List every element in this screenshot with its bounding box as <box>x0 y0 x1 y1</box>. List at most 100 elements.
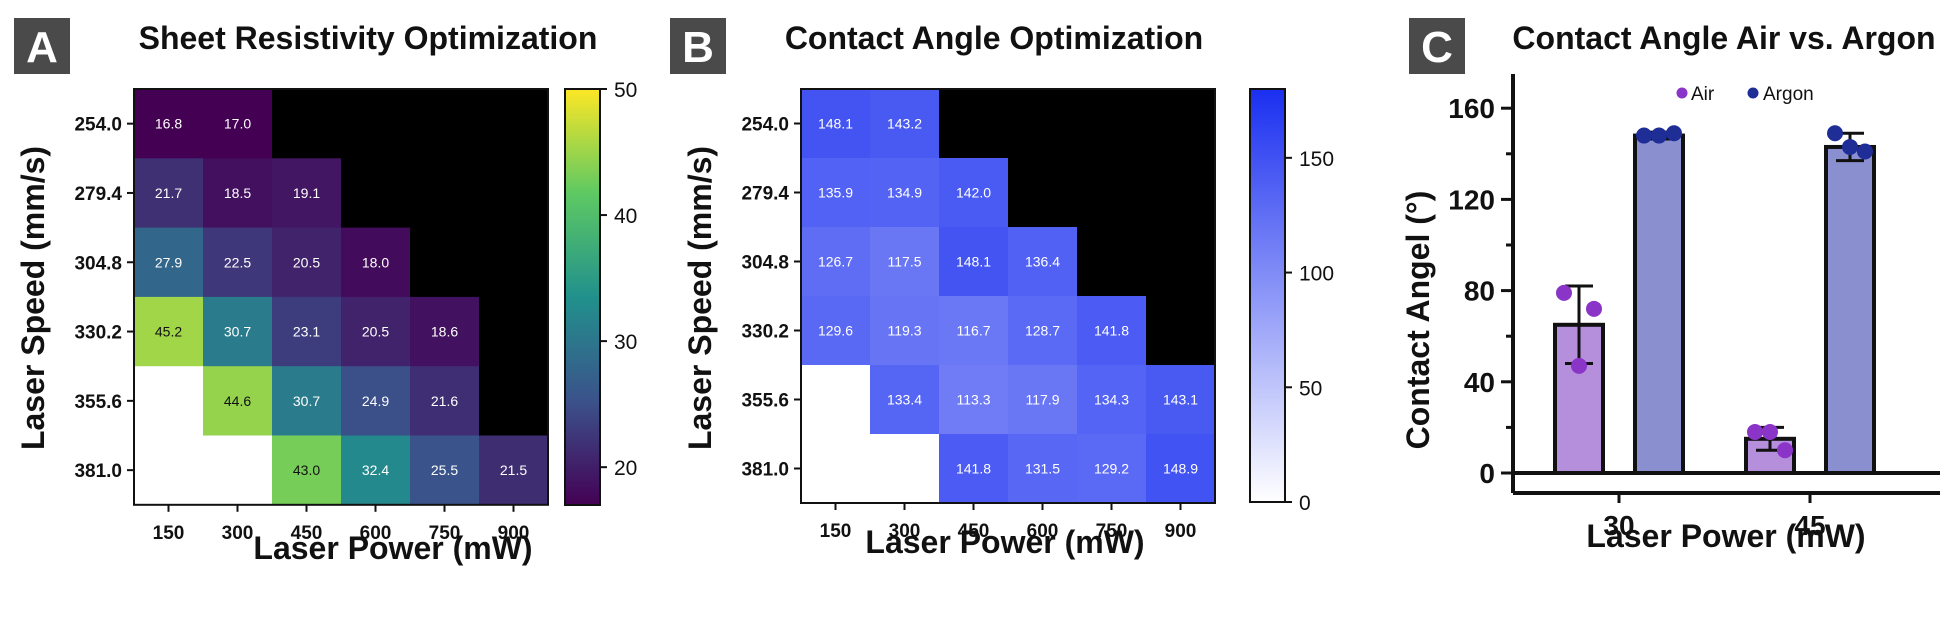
heatmap-cell <box>341 89 411 159</box>
colorbar-tick-label: 0 <box>1299 492 1311 515</box>
heatmap-cell <box>870 89 940 159</box>
heatmap-cell <box>134 435 204 506</box>
cell-value-label: 134.9 <box>887 185 922 201</box>
legend-argon-label: Argon <box>1763 84 1814 105</box>
x-tick-label: 300 <box>222 523 254 544</box>
cell-value-label: 128.7 <box>1025 323 1060 339</box>
heatmap-cell <box>203 158 273 229</box>
data-point-argon <box>1857 143 1873 160</box>
colorbar-a <box>564 88 601 506</box>
heatmap-cell <box>410 227 480 298</box>
heatmap-cell <box>870 434 940 504</box>
y-tick-label: 355.6 <box>74 392 122 413</box>
heatmap-cell <box>801 158 871 228</box>
cell-value-label: 135.9 <box>818 185 853 201</box>
heatmap-cell <box>939 89 1009 159</box>
cell-value-label: 16.8 <box>155 116 182 132</box>
x-tick-label: 900 <box>1165 521 1197 542</box>
heatmap-cell <box>939 158 1009 228</box>
y-tick-label: 40 <box>1464 367 1495 398</box>
y-tick-label: 279.4 <box>74 184 122 205</box>
heatmap-frame <box>133 88 549 506</box>
y-tick-label: 304.8 <box>741 253 789 274</box>
heatmap-cell <box>939 296 1009 366</box>
cell-value-label: 148.1 <box>956 254 991 270</box>
cell-value-label: 43.0 <box>293 462 320 478</box>
colorbar-tick-label: 20 <box>614 457 637 480</box>
heatmap-cell <box>272 366 342 436</box>
panel-b-letter: B <box>682 23 714 72</box>
heatmap-cell <box>939 227 1009 297</box>
cell-value-label: 116.7 <box>957 323 991 339</box>
heatmap-cell <box>1146 434 1216 504</box>
heatmap-cell <box>801 296 871 366</box>
panel-a-letter: A <box>26 23 58 72</box>
cell-value-label: 143.2 <box>887 116 922 132</box>
heatmap-cell <box>272 227 342 298</box>
heatmap-b: 148.1 143.2 135.9 134.9 142.0 126.7 117.5 148.1… <box>741 88 1216 542</box>
cell-value-label: 113.3 <box>957 392 991 408</box>
heatmap-cell <box>870 365 940 435</box>
cell-value-label: 133.4 <box>887 392 922 408</box>
heatmap-cell <box>1008 89 1078 159</box>
heatmap-cell <box>1077 365 1147 435</box>
heatmap-cell <box>801 89 871 159</box>
cell-value-label: 142.0 <box>956 185 991 201</box>
cell-value-label: 45.2 <box>155 324 182 340</box>
data-point-air <box>1571 357 1587 374</box>
y-tick-label: 80 <box>1464 276 1495 307</box>
chart-c-xlabel: Laser Power (mW) <box>1586 518 1865 554</box>
cell-value-label: 148.1 <box>818 116 853 132</box>
x-tick-label: 600 <box>1027 521 1059 542</box>
heatmap-cell <box>479 366 549 436</box>
data-point-argon <box>1842 138 1858 155</box>
heatmap-cell <box>272 435 342 506</box>
heatmap-cell <box>134 227 204 298</box>
heatmap-cell <box>479 227 549 298</box>
heatmap-cell <box>410 158 480 229</box>
heatmap-cell <box>410 89 480 159</box>
cell-value-label: 44.6 <box>224 393 251 409</box>
panel-b-badge <box>670 18 726 74</box>
heatmap-cell <box>1077 296 1147 366</box>
panel-c-badge <box>1409 18 1465 74</box>
chart-b-xlabel: Laser Power (mW) <box>865 524 1144 560</box>
chart-b-ylabel: Laser Speed (mm/s) <box>682 146 718 450</box>
colorbar-b <box>1249 88 1286 503</box>
x-tick-label: 450 <box>291 523 323 544</box>
heatmap-cell <box>272 89 342 159</box>
heatmap-cell <box>341 435 411 506</box>
heatmap-cell <box>410 296 480 367</box>
heatmap-cell <box>1146 296 1216 366</box>
heatmap-cell <box>203 227 273 298</box>
colorbar-b-ticks: 0 50 100 150 <box>1285 148 1334 515</box>
panel-a: A Sheet Resistivity Optimization 16.8 17.… <box>14 18 637 566</box>
cell-value-label: 119.3 <box>888 323 922 339</box>
x-tick-label: 600 <box>360 523 392 544</box>
chart-a-xlabel: Laser Power (mW) <box>253 530 532 566</box>
data-point-air <box>1762 423 1778 440</box>
heatmap-cell <box>134 158 204 229</box>
heatmap-cell <box>1008 434 1078 504</box>
data-point-argon <box>1827 125 1843 142</box>
cell-value-label: 21.7 <box>155 185 182 201</box>
heatmap-cell <box>1146 227 1216 297</box>
y-tick-label: 254.0 <box>741 115 789 136</box>
heatmap-cell <box>1146 365 1216 435</box>
y-tick-label: 279.4 <box>741 184 789 205</box>
heatmap-cell <box>272 296 342 367</box>
colorbar-tick-label: 150 <box>1299 148 1334 171</box>
cell-value-label: 141.8 <box>956 461 991 477</box>
bar-argon <box>1633 133 1685 475</box>
cell-value-label: 117.9 <box>1026 392 1060 408</box>
cell-value-label: 18.0 <box>362 254 389 270</box>
x-tick-label: 450 <box>958 521 990 542</box>
panel-c: C Contact Angle Air vs. Argon 0 40 80 120 16… <box>1400 18 1940 554</box>
data-point-air <box>1777 442 1793 459</box>
heatmap-cell <box>1008 227 1078 297</box>
heatmap-cell <box>1077 89 1147 159</box>
bar-argon <box>1824 144 1876 476</box>
data-point-air <box>1556 284 1572 301</box>
heatmap-cell <box>341 158 411 229</box>
